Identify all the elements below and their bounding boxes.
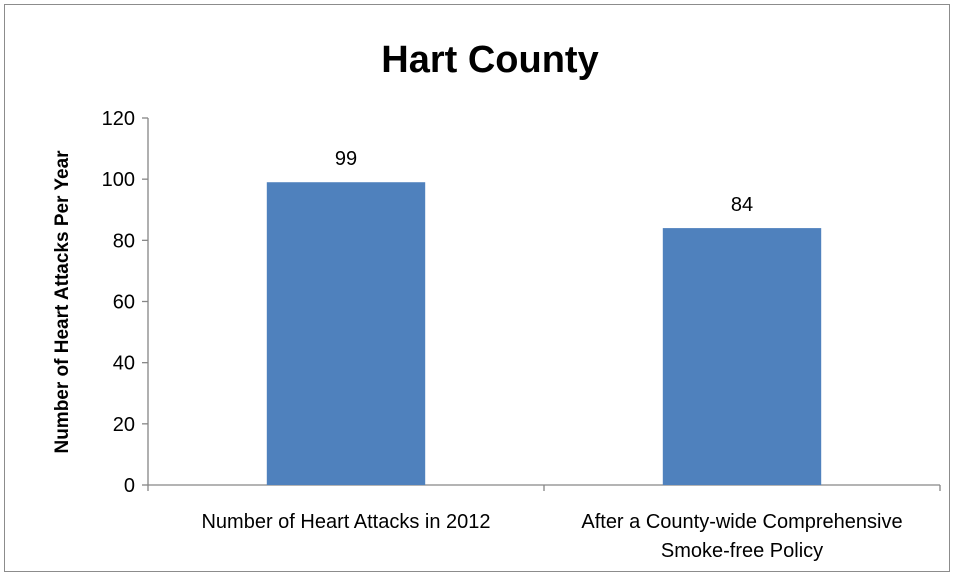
bar: [266, 182, 426, 485]
category-label: Smoke-free Policy: [661, 540, 823, 562]
y-tick-label: 20: [113, 414, 135, 436]
y-tick-label: 120: [102, 108, 135, 130]
y-tick-label: 60: [113, 292, 135, 314]
y-tick-label: 100: [102, 169, 135, 191]
y-tick-label: 0: [124, 475, 135, 497]
y-tick-label: 40: [113, 353, 135, 375]
y-tick-label: 80: [113, 230, 135, 252]
y-axis-title: Number of Heart Attacks Per Year: [52, 150, 73, 454]
category-label: Number of Heart Attacks in 2012: [201, 511, 490, 533]
category-label: After a County-wide Comprehensive: [581, 511, 902, 533]
data-label: 84: [731, 194, 753, 216]
bar: [662, 228, 822, 485]
data-label: 99: [335, 148, 357, 170]
chart-title: Hart County: [381, 39, 598, 81]
